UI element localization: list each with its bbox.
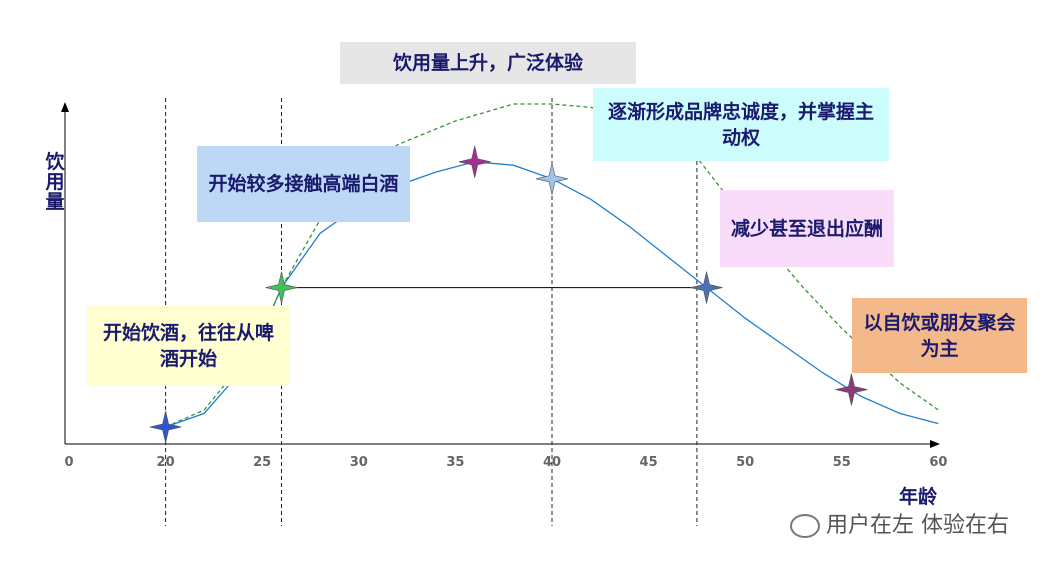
x-tick-label: 35 (446, 455, 464, 470)
star-marker (535, 162, 569, 195)
star-marker (458, 145, 491, 178)
y-axis-label: 饮用量 (44, 150, 65, 213)
x-tick-label: 50 (736, 455, 754, 470)
annotation: 逐渐形成品牌忠诚度，并掌握主动权 (593, 88, 889, 161)
x-tick-label: 25 (253, 455, 271, 470)
wechat-icon (790, 514, 820, 538)
x-axis-arrow (930, 440, 940, 448)
x-tick-label: 45 (640, 455, 658, 470)
x-axis-label: 年龄 (899, 485, 938, 508)
watermark: 用户在左 体验在右 (790, 507, 1009, 539)
annotation: 开始饮酒，往往从啤酒开始 (87, 306, 290, 386)
x-tick-label: 60 (929, 455, 947, 470)
annotation: 开始较多接触高端白酒 (197, 146, 410, 222)
x-tick-label: 0 (64, 455, 73, 470)
star-marker (149, 410, 182, 444)
x-tick-label: 30 (350, 455, 368, 470)
line (165, 103, 939, 428)
annotation: 以自饮或朋友聚会为主 (852, 298, 1027, 373)
x-tick-label: 55 (833, 455, 851, 470)
watermark-text: 用户在左 体验在右 (826, 513, 1009, 538)
y-axis-arrow (61, 102, 69, 112)
annotation: 减少甚至退出应酬 (720, 190, 894, 267)
star-marker (835, 373, 868, 406)
annotation: 饮用量上升，广泛体验 (340, 42, 636, 84)
star-marker (690, 271, 723, 304)
star-marker (265, 271, 298, 304)
